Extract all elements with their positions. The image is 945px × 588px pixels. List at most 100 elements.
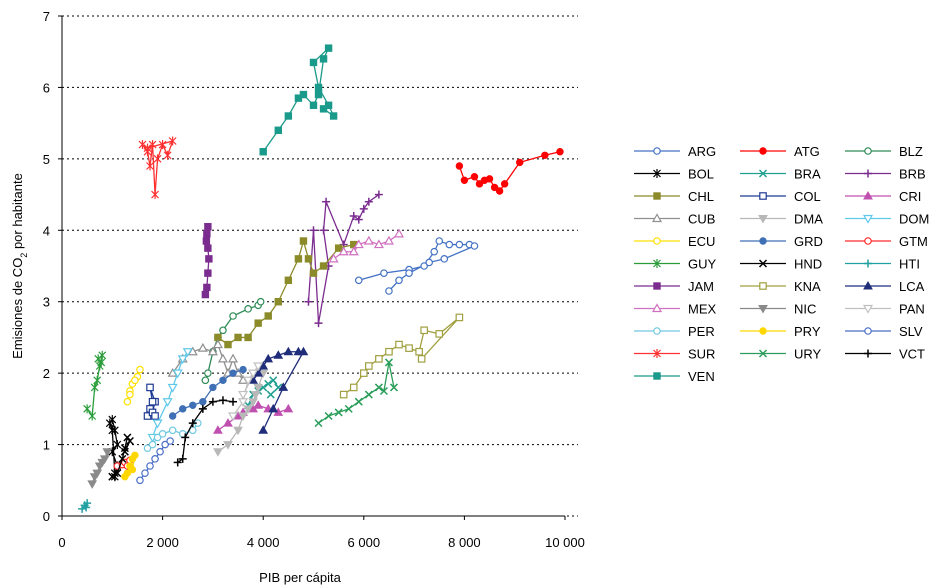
data-point-ecu [131,376,139,385]
data-point-hti [82,503,91,512]
data-point-sur [146,161,154,171]
y-tick-label: 6 [43,80,50,95]
data-point-mex [348,246,359,256]
legend-marker-ury [758,349,768,358]
data-point-vct [218,396,227,405]
y-tick-label: 5 [43,152,50,167]
series-mex [328,228,405,263]
data-point-lca [273,350,284,359]
data-point-dma [253,383,264,393]
data-point-vct [178,454,187,463]
data-point-grd [209,383,217,392]
legend-marker-atg [759,147,767,155]
legend-item-lca: LCA [845,279,925,294]
legend-item-ury: URY [740,347,822,362]
data-point-pry [123,469,132,477]
data-point-kna [349,383,358,392]
data-point-mex [383,235,394,245]
legend-item-bra: BRA [740,167,821,182]
legend-item-ven: VEN [634,369,715,384]
x-tick-label: 4 000 [247,535,280,550]
legend-label-grd: GRD [794,234,823,249]
data-point-bra [266,390,275,399]
data-point-dom [152,419,163,429]
data-point-kna [435,330,444,338]
data-point-sur [163,150,172,160]
series-hti [78,499,92,513]
data-point-vct [198,404,207,413]
data-point-atg [455,162,464,170]
series-slv [136,437,174,485]
data-point-blz [204,369,212,377]
data-point-brb [364,197,373,206]
data-point-ury [389,383,399,392]
legend-label-bol: BOL [688,167,714,182]
data-point-bra [269,376,278,385]
data-point-arg [354,276,363,285]
data-point-arg [395,276,403,285]
data-point-hnd [120,447,129,456]
y-tick-label: 0 [43,509,50,524]
x-tick-label: 0 [58,535,65,550]
data-point-ury [384,358,393,367]
data-point-brb [304,297,313,306]
data-point-cub [217,353,228,363]
legend-marker-mex [651,303,663,313]
data-point-guy [93,375,102,385]
data-point-brb [322,197,331,206]
data-point-atg [500,180,509,188]
data-point-grd [229,369,237,377]
data-point-kna [417,355,426,363]
data-point-kna [339,390,348,399]
data-point-ven [324,44,333,52]
data-point-chl [319,262,328,270]
legend-item-mex: MEX [634,302,717,317]
data-point-pan [248,369,259,379]
data-point-kna [360,369,368,377]
data-point-col [146,383,154,392]
data-point-chl [299,237,308,245]
legend-item-per: PER [634,324,715,339]
series-atg [455,148,564,195]
data-point-vct [188,419,197,428]
data-point-sur [151,190,159,200]
y-tick-label: 2 [43,366,50,381]
legend-marker-arg [653,147,661,155]
data-point-vct [181,433,190,442]
legend-label-dom: DOM [899,212,929,227]
data-point-cub [212,339,223,349]
legend-marker-grd [759,237,767,245]
data-point-dma [243,405,253,414]
data-point-mex [328,253,339,263]
data-point-slv [141,469,149,477]
data-point-sur [143,143,152,153]
legend-item-pry: PRY [740,324,821,339]
data-point-hnd [113,469,122,478]
data-point-brb [309,226,318,235]
legend-label-nic: NIC [794,302,816,317]
data-point-cri [253,400,264,409]
data-point-grd [239,365,247,374]
data-point-arg [425,258,433,267]
data-point-dma [233,426,243,436]
data-point-kna [385,347,393,356]
data-point-vct [173,458,182,467]
legend-item-gtm: GTM [845,234,928,249]
data-point-atg [475,180,484,188]
data-point-dom [177,355,188,365]
data-point-hti [83,499,92,508]
legend-label-ven: VEN [688,369,715,384]
data-point-ury [334,408,343,417]
legend-marker-kna [759,282,767,290]
series-chl [214,237,358,349]
data-point-grd [179,405,187,413]
data-point-mex [338,246,349,256]
data-point-mex [353,239,364,249]
legend-label-atg: ATG [794,144,820,159]
legend-item-col: COL [740,189,821,204]
data-point-lca [283,346,294,356]
legend-label-sur: SUR [688,347,715,362]
legend-marker-pan [862,304,874,314]
data-point-bol [108,425,117,435]
data-point-atg [485,175,494,183]
